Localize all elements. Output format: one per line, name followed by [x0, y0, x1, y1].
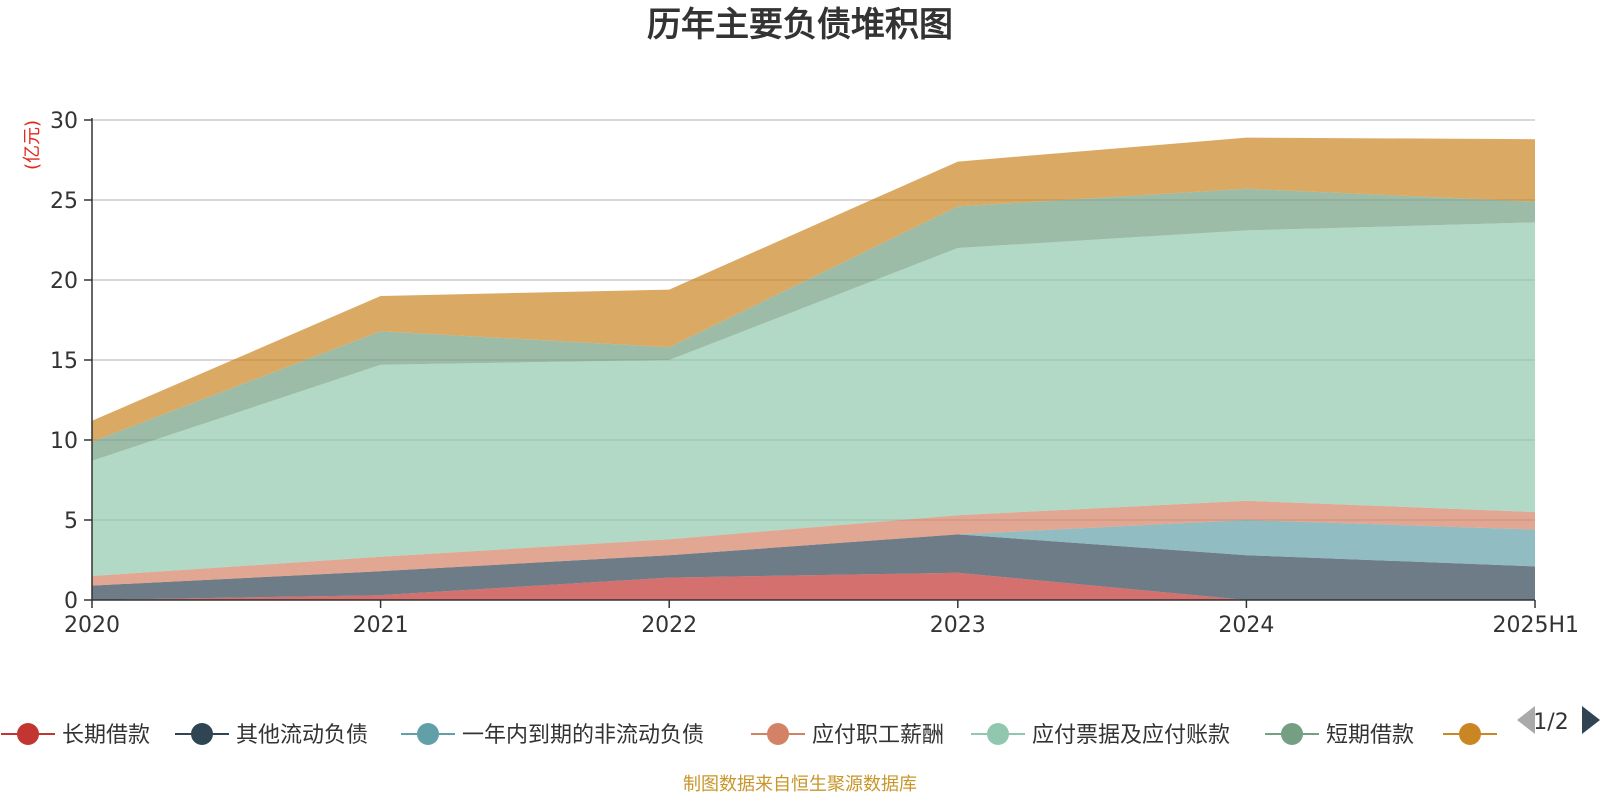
x-tick-label: 2023 — [930, 613, 986, 638]
x-tick-label: 2024 — [1218, 613, 1274, 638]
triangle-right-icon[interactable] — [1582, 706, 1600, 734]
legend-item-0[interactable]: 长期借款 — [1, 723, 150, 748]
area-series-3 — [92, 500, 1535, 586]
legend-label: 应付票据及应付账款 — [1032, 723, 1230, 748]
area-series-6 — [92, 137, 1535, 442]
legend-label: 应付职工薪酬 — [812, 723, 944, 748]
x-tick-label: 2020 — [64, 613, 120, 638]
legend-page-indicator: 1/2 — [1533, 710, 1568, 735]
legend-circle-marker — [417, 723, 439, 745]
legend: 长期借款 其他流动负债 一年内到期的非流动负债 应付职工薪酬 应付票据及应付账款 短期借款 — [1, 723, 1497, 748]
y-tick-label: 0 — [64, 589, 78, 614]
legend-label: 其他流动负债 — [236, 723, 368, 748]
area-series-4 — [92, 222, 1535, 576]
legend-label: 短期借款 — [1326, 723, 1414, 748]
x-tick-label: 2025H1 — [1492, 613, 1579, 638]
legend-circle-marker — [17, 723, 39, 745]
x-tick-label: 2021 — [353, 613, 409, 638]
legend-item-6[interactable] — [1443, 723, 1497, 745]
legend-item-3[interactable]: 应付职工薪酬 — [751, 723, 944, 748]
axes: 0 5 10 15 20 25 30 2020 2021 2022 2023 2024 2025H1 — [50, 109, 1579, 638]
y-tick-label: 30 — [50, 109, 78, 134]
area-series-5 — [92, 188, 1535, 461]
y-tick-label: 20 — [50, 269, 78, 294]
legend-circle-marker — [987, 723, 1009, 745]
legend-circle-marker — [767, 723, 789, 745]
chart-title: 历年主要负债堆积图 — [647, 5, 953, 45]
area-series-2 — [92, 520, 1535, 586]
legend-label: 长期借款 — [62, 723, 150, 748]
legend-item-2[interactable]: 一年内到期的非流动负债 — [401, 723, 704, 748]
area-series-1 — [92, 534, 1535, 600]
legend-item-4[interactable]: 应付票据及应付账款 — [971, 723, 1230, 748]
y-tick-label: 10 — [50, 429, 78, 454]
data-source-footer: 制图数据来自恒生聚源数据库 — [683, 774, 917, 795]
area-series-0 — [92, 572, 1535, 600]
legend-pager: 1/2 — [1517, 706, 1600, 735]
y-tick-label: 25 — [50, 189, 78, 214]
y-tick-label: 15 — [50, 349, 78, 374]
legend-circle-marker — [1281, 723, 1303, 745]
x-tick-label: 2022 — [641, 613, 697, 638]
triangle-left-icon[interactable] — [1517, 706, 1535, 734]
legend-circle-marker — [1459, 723, 1481, 745]
legend-label: 一年内到期的非流动负债 — [462, 723, 704, 748]
legend-circle-marker — [191, 723, 213, 745]
legend-item-1[interactable]: 其他流动负债 — [175, 723, 368, 748]
legend-item-5[interactable]: 短期借款 — [1265, 723, 1414, 748]
area-series — [92, 137, 1535, 600]
y-axis-unit-label: (亿元) — [22, 120, 43, 170]
y-tick-label: 5 — [64, 509, 78, 534]
